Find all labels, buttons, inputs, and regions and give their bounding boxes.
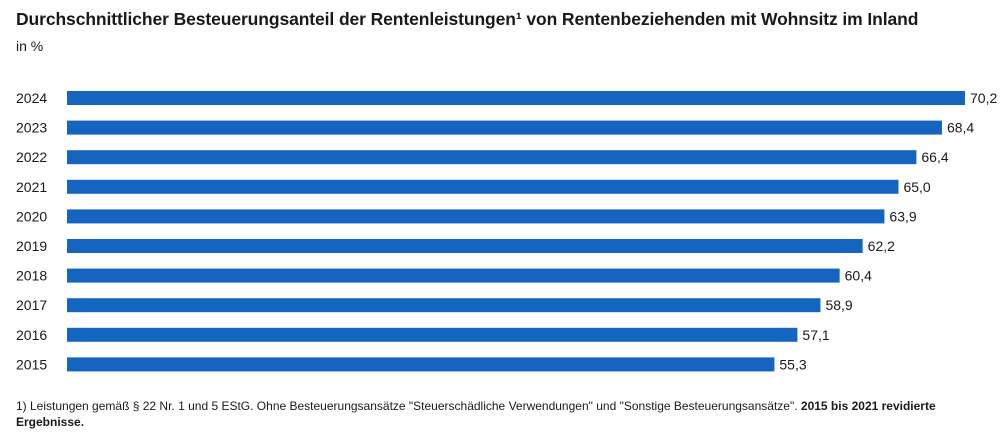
value-label-2016: 57,1 [802, 327, 829, 343]
value-label-2015: 55,3 [779, 356, 806, 372]
bar-2023 [67, 120, 942, 135]
footnote-text: 1) Leistungen gemäß § 22 Nr. 1 und 5 ESt… [16, 399, 801, 413]
category-label-2020: 2020 [16, 208, 47, 224]
footnote: 1) Leistungen gemäß § 22 Nr. 1 und 5 ESt… [16, 398, 986, 430]
category-label-2019: 2019 [16, 238, 47, 254]
value-label-2021: 65,0 [903, 179, 930, 195]
category-label-2022: 2022 [16, 149, 47, 165]
bar-2017 [67, 298, 821, 313]
bar-2022 [67, 150, 917, 165]
value-label-2017: 58,9 [825, 297, 852, 313]
value-label-2024: 70,2 [970, 90, 997, 106]
bar-2019 [67, 239, 863, 253]
value-label-2023: 68,4 [947, 120, 974, 136]
bar-2018 [67, 268, 840, 283]
value-label-2022: 66,4 [921, 149, 948, 165]
category-label-2017: 2017 [16, 297, 47, 313]
chart-title: Durchschnittlicher Besteuerungsanteil de… [16, 9, 919, 29]
bar-2016 [67, 327, 798, 342]
bar-2020 [67, 209, 885, 224]
value-label-2020: 63,9 [889, 208, 916, 224]
bar-2024 [67, 91, 965, 105]
bar-2021 [67, 179, 899, 194]
category-label-2024: 2024 [16, 90, 47, 106]
category-label-2016: 2016 [16, 327, 47, 343]
unit-label: in % [16, 38, 44, 54]
category-label-2021: 2021 [16, 179, 47, 195]
value-label-2019: 62,2 [868, 238, 895, 254]
footnote-bold: 2015 bis 2021 revidierte Ergebnisse. [16, 399, 936, 429]
category-label-2018: 2018 [16, 268, 47, 284]
value-label-2018: 60,4 [845, 268, 872, 284]
category-label-2023: 2023 [16, 120, 47, 136]
category-label-2015: 2015 [16, 356, 47, 372]
bar-2015 [67, 357, 775, 372]
